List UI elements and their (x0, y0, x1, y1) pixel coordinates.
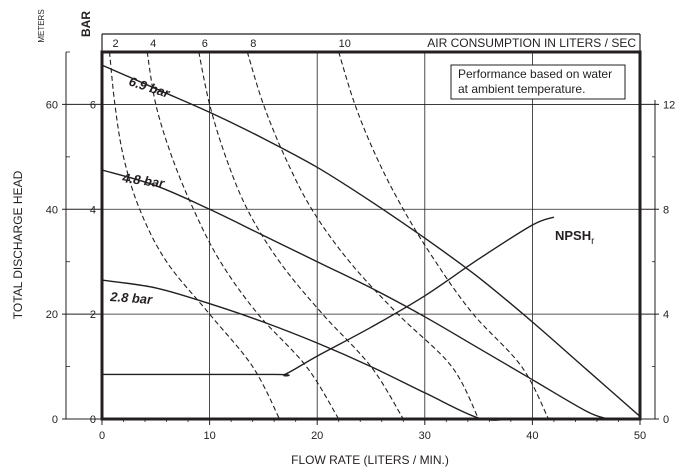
npsh-curve (102, 216, 555, 377)
label-2.8-bar: 2.8 bar (109, 289, 154, 307)
meters-tick-label: 20 (46, 309, 58, 321)
x-tick-label: 40 (526, 430, 538, 442)
top-tick-label: 6 (202, 38, 208, 50)
top-tick-label: 8 (250, 38, 256, 50)
pressure-curve-2 (101, 279, 511, 421)
x-tick-label: 20 (311, 430, 323, 442)
note-box (450, 64, 626, 100)
y-axis-units-meters: METERS (37, 9, 46, 42)
bar-tick-label: 4 (90, 204, 96, 216)
x-axis-title: FLOW RATE (LITERS / MIN.) (291, 453, 449, 467)
air-consumption-curve-10 (338, 51, 549, 420)
meters-tick-label: 60 (46, 99, 58, 111)
bar-tick-label: 2 (90, 309, 96, 321)
top-tick-label: 10 (339, 38, 351, 50)
meters-tick-label: 0 (52, 414, 58, 426)
meters-tick-label: 40 (46, 204, 58, 216)
npsh-tick-label: 0 (663, 414, 669, 426)
top-axis-title: AIR CONSUMPTION IN LITERS / SEC (427, 36, 636, 50)
npsh-tick-label: 4 (663, 309, 669, 321)
npsh-label-main: NPSH (555, 228, 591, 243)
x-tick-label: 0 (99, 430, 105, 442)
air-consumption-curve-8 (246, 51, 480, 420)
npsh-label: NPSHr (555, 228, 595, 247)
npsh-tick-label: 12 (663, 99, 675, 111)
plot-frame (100, 33, 642, 421)
label-4.8-bar: 4.8 bar (121, 170, 167, 191)
note-line-2: at ambient temperature. (458, 82, 585, 96)
label-6.9-bar: 6.9 bar (127, 74, 172, 102)
top-tick-label: 2 (112, 38, 118, 50)
top-tick-label: 4 (150, 38, 156, 50)
x-tick-label: 50 (634, 430, 646, 442)
npsh-tick-label: 8 (663, 204, 669, 216)
y-axis-title: TOTAL DISCHARGE HEAD (11, 170, 25, 319)
air-consumption-curve-6 (198, 51, 404, 420)
npsh-label-sub: r (591, 236, 595, 247)
y-axis-units-bar: BAR (79, 11, 93, 37)
series-layer (101, 51, 641, 421)
air-consumption-curve-2 (108, 51, 280, 420)
pressure-curve-0 (101, 64, 641, 417)
plot-border (100, 50, 642, 421)
x-tick-label: 10 (203, 430, 215, 442)
note-line-1: Performance based on water (458, 67, 612, 81)
x-tick-label: 30 (419, 430, 431, 442)
air-consumption-curve-4 (146, 51, 340, 420)
bar-tick-label: 0 (90, 414, 96, 426)
bar-tick-label: 6 (90, 99, 96, 111)
pressure-curve-1 (101, 169, 608, 420)
